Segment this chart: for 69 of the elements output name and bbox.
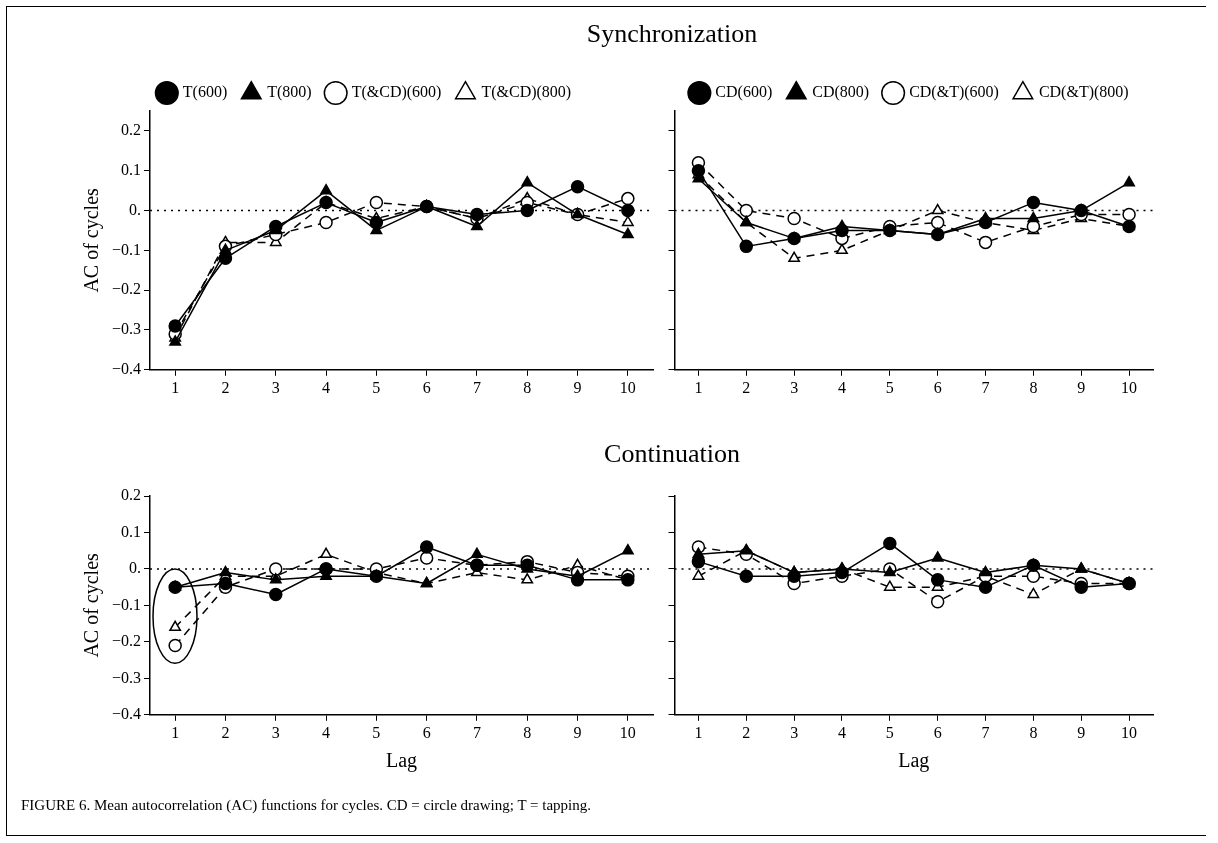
x-tick-label: 2 — [742, 378, 751, 396]
y-tick-label: −0.4 — [111, 360, 142, 377]
y-tick-label: 0.1 — [121, 160, 142, 178]
legend-label: CD(600) — [715, 83, 773, 102]
x-tick-label: 5 — [885, 723, 894, 741]
x-tick-label: 6 — [933, 723, 942, 741]
y-tick-label: −0.2 — [111, 280, 142, 298]
y-tick-label: 0.2 — [121, 486, 142, 504]
legend-label: CD(&T)(600) — [909, 83, 999, 102]
x-tick-label: 6 — [933, 378, 942, 396]
x-tick-label: 9 — [1077, 723, 1086, 741]
chart-title: Continuation — [603, 439, 741, 469]
x-tick-label: 3 — [271, 723, 280, 741]
x-tick-label: 9 — [573, 723, 582, 741]
x-tick-label: 2 — [221, 723, 230, 741]
caption: FIGURE 6. Mean autocorrelation (AC) functions for cycles. CD = circle drawing; T = tapping. — [21, 797, 591, 814]
x-tick-label: 8 — [1029, 378, 1038, 396]
legend-label: T(&CD)(600) — [351, 83, 442, 102]
y-tick-label: −0.1 — [111, 240, 142, 258]
legend-label: CD(&T)(800) — [1038, 83, 1129, 102]
y-tick-label: −0.4 — [111, 705, 142, 722]
y-axis-title: AC of cycles — [80, 187, 104, 293]
x-tick-label: 7 — [981, 378, 990, 396]
x-tick-label: 2 — [742, 723, 751, 741]
chart-title: Synchronization — [585, 19, 759, 49]
x-tick-label: 1 — [171, 378, 180, 396]
x-tick-label: 3 — [790, 378, 799, 396]
y-tick-label: 0. — [129, 200, 142, 218]
x-tick-label: 1 — [694, 723, 703, 741]
x-tick-label: 9 — [573, 378, 582, 396]
x-tick-label: 6 — [422, 378, 431, 396]
x-tick-label: 7 — [472, 378, 481, 396]
x-tick-label: 10 — [1121, 723, 1138, 741]
legend-label: T(600) — [182, 83, 228, 102]
legend-label: T(&CD)(800) — [481, 83, 572, 102]
legend-label: T(800) — [267, 83, 312, 102]
x-tick-label: 3 — [271, 378, 280, 396]
x-tick-label: 10 — [1121, 378, 1138, 396]
x-tick-label: 8 — [523, 723, 532, 741]
y-tick-label: −0.3 — [111, 668, 142, 686]
x-tick-label: 4 — [322, 378, 331, 396]
x-tick-label: 6 — [422, 723, 431, 741]
x-tick-label: 1 — [171, 723, 180, 741]
y-tick-label: 0.1 — [121, 522, 142, 540]
x-axis-title: Lag — [898, 749, 930, 773]
x-tick-label: 5 — [885, 378, 894, 396]
x-tick-label: 8 — [1029, 723, 1038, 741]
x-tick-label: 3 — [790, 723, 799, 741]
y-tick-label: −0.3 — [111, 320, 142, 338]
x-tick-label: 10 — [619, 723, 636, 741]
y-tick-label: 0. — [129, 559, 142, 577]
y-axis-title: AC of cycles — [80, 552, 104, 658]
x-tick-label: 5 — [372, 378, 381, 396]
x-tick-label: 2 — [221, 378, 230, 396]
y-tick-label: 0.2 — [121, 121, 142, 139]
x-tick-label: 4 — [322, 723, 331, 741]
legend-label: CD(800) — [812, 83, 870, 102]
x-axis-title: Lag — [385, 749, 418, 773]
x-tick-label: 7 — [472, 723, 481, 741]
y-tick-label: −0.1 — [111, 595, 142, 613]
x-tick-label: 1 — [694, 378, 703, 396]
x-tick-label: 8 — [523, 378, 532, 396]
x-tick-label: 7 — [981, 723, 990, 741]
x-tick-label: 4 — [837, 378, 846, 396]
y-tick-label: −0.2 — [111, 632, 142, 650]
x-tick-label: 9 — [1077, 378, 1086, 396]
x-tick-label: 5 — [372, 723, 381, 741]
x-tick-label: 10 — [619, 378, 636, 396]
x-tick-label: 4 — [837, 723, 846, 741]
